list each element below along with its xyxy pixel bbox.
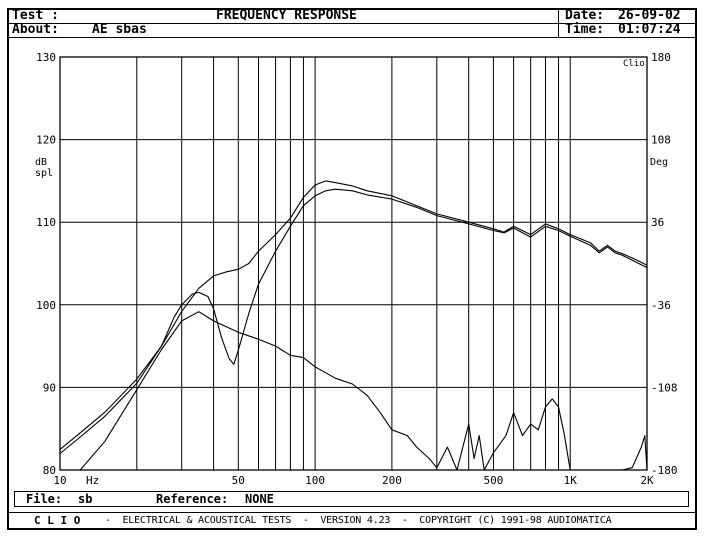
date-label: Date: xyxy=(565,8,605,23)
x-tick-label: 100 xyxy=(305,474,325,487)
reference-label: Reference: xyxy=(156,492,229,506)
date-value: 26-09-02 xyxy=(618,8,681,23)
y-axis-label-line1: dB xyxy=(35,157,47,168)
about-label: About: xyxy=(12,22,59,37)
header-bottom-border xyxy=(7,37,697,38)
x-tick-label: 50 xyxy=(232,474,245,487)
y-tick-label: 110 xyxy=(36,216,56,229)
x-unit-label: Hz xyxy=(86,474,99,487)
magnitude-series-line-2 xyxy=(59,188,648,454)
file-value: sb xyxy=(78,492,93,506)
test-label: Test : xyxy=(12,8,59,23)
x-tick-label: 2K xyxy=(640,474,654,487)
y-tick-label: 120 xyxy=(36,134,56,147)
phase-series-line xyxy=(79,311,648,471)
y2-tick-label: 180 xyxy=(651,51,671,64)
file-label: File: xyxy=(26,492,63,506)
y2-tick-label: 108 xyxy=(651,134,671,147)
reference-value: NONE xyxy=(245,492,274,506)
y2-tick-label: -108 xyxy=(651,381,678,394)
x-tick-label: 1K xyxy=(564,474,578,487)
file-bar xyxy=(14,491,689,507)
y2-tick-label: -180 xyxy=(651,464,678,477)
footer-text: - ELECTRICAL & ACOUSTICAL TESTS - VERSIO… xyxy=(105,515,612,526)
header-date-divider xyxy=(558,8,559,38)
y-tick-label: 90 xyxy=(43,381,56,394)
time-label: Time: xyxy=(565,22,605,37)
about-value: AE sbas xyxy=(92,22,147,37)
x-tick-label: 10 xyxy=(53,474,66,487)
y-tick-label: 130 xyxy=(36,51,56,64)
y-tick-label: 80 xyxy=(43,464,56,477)
page-title: FREQUENCY RESPONSE xyxy=(216,8,357,23)
y2-tick-label: -36 xyxy=(651,299,671,312)
time-value: 01:07:24 xyxy=(618,22,681,37)
footer-brand: C L I O xyxy=(34,514,81,527)
footer-divider xyxy=(7,512,697,513)
y-tick-label: 100 xyxy=(36,299,56,312)
plot-area-border xyxy=(59,56,648,471)
y-axis-label-line2: spl xyxy=(35,168,53,179)
y2-axis-label: Deg xyxy=(650,157,668,168)
x-tick-label: 200 xyxy=(382,474,402,487)
clio-watermark: Clio xyxy=(623,59,645,69)
y2-tick-label: 36 xyxy=(651,216,664,229)
x-tick-label: 500 xyxy=(483,474,503,487)
chart-window xyxy=(7,8,697,530)
magnitude-series-line-1 xyxy=(59,180,648,450)
header-divider xyxy=(7,23,697,24)
